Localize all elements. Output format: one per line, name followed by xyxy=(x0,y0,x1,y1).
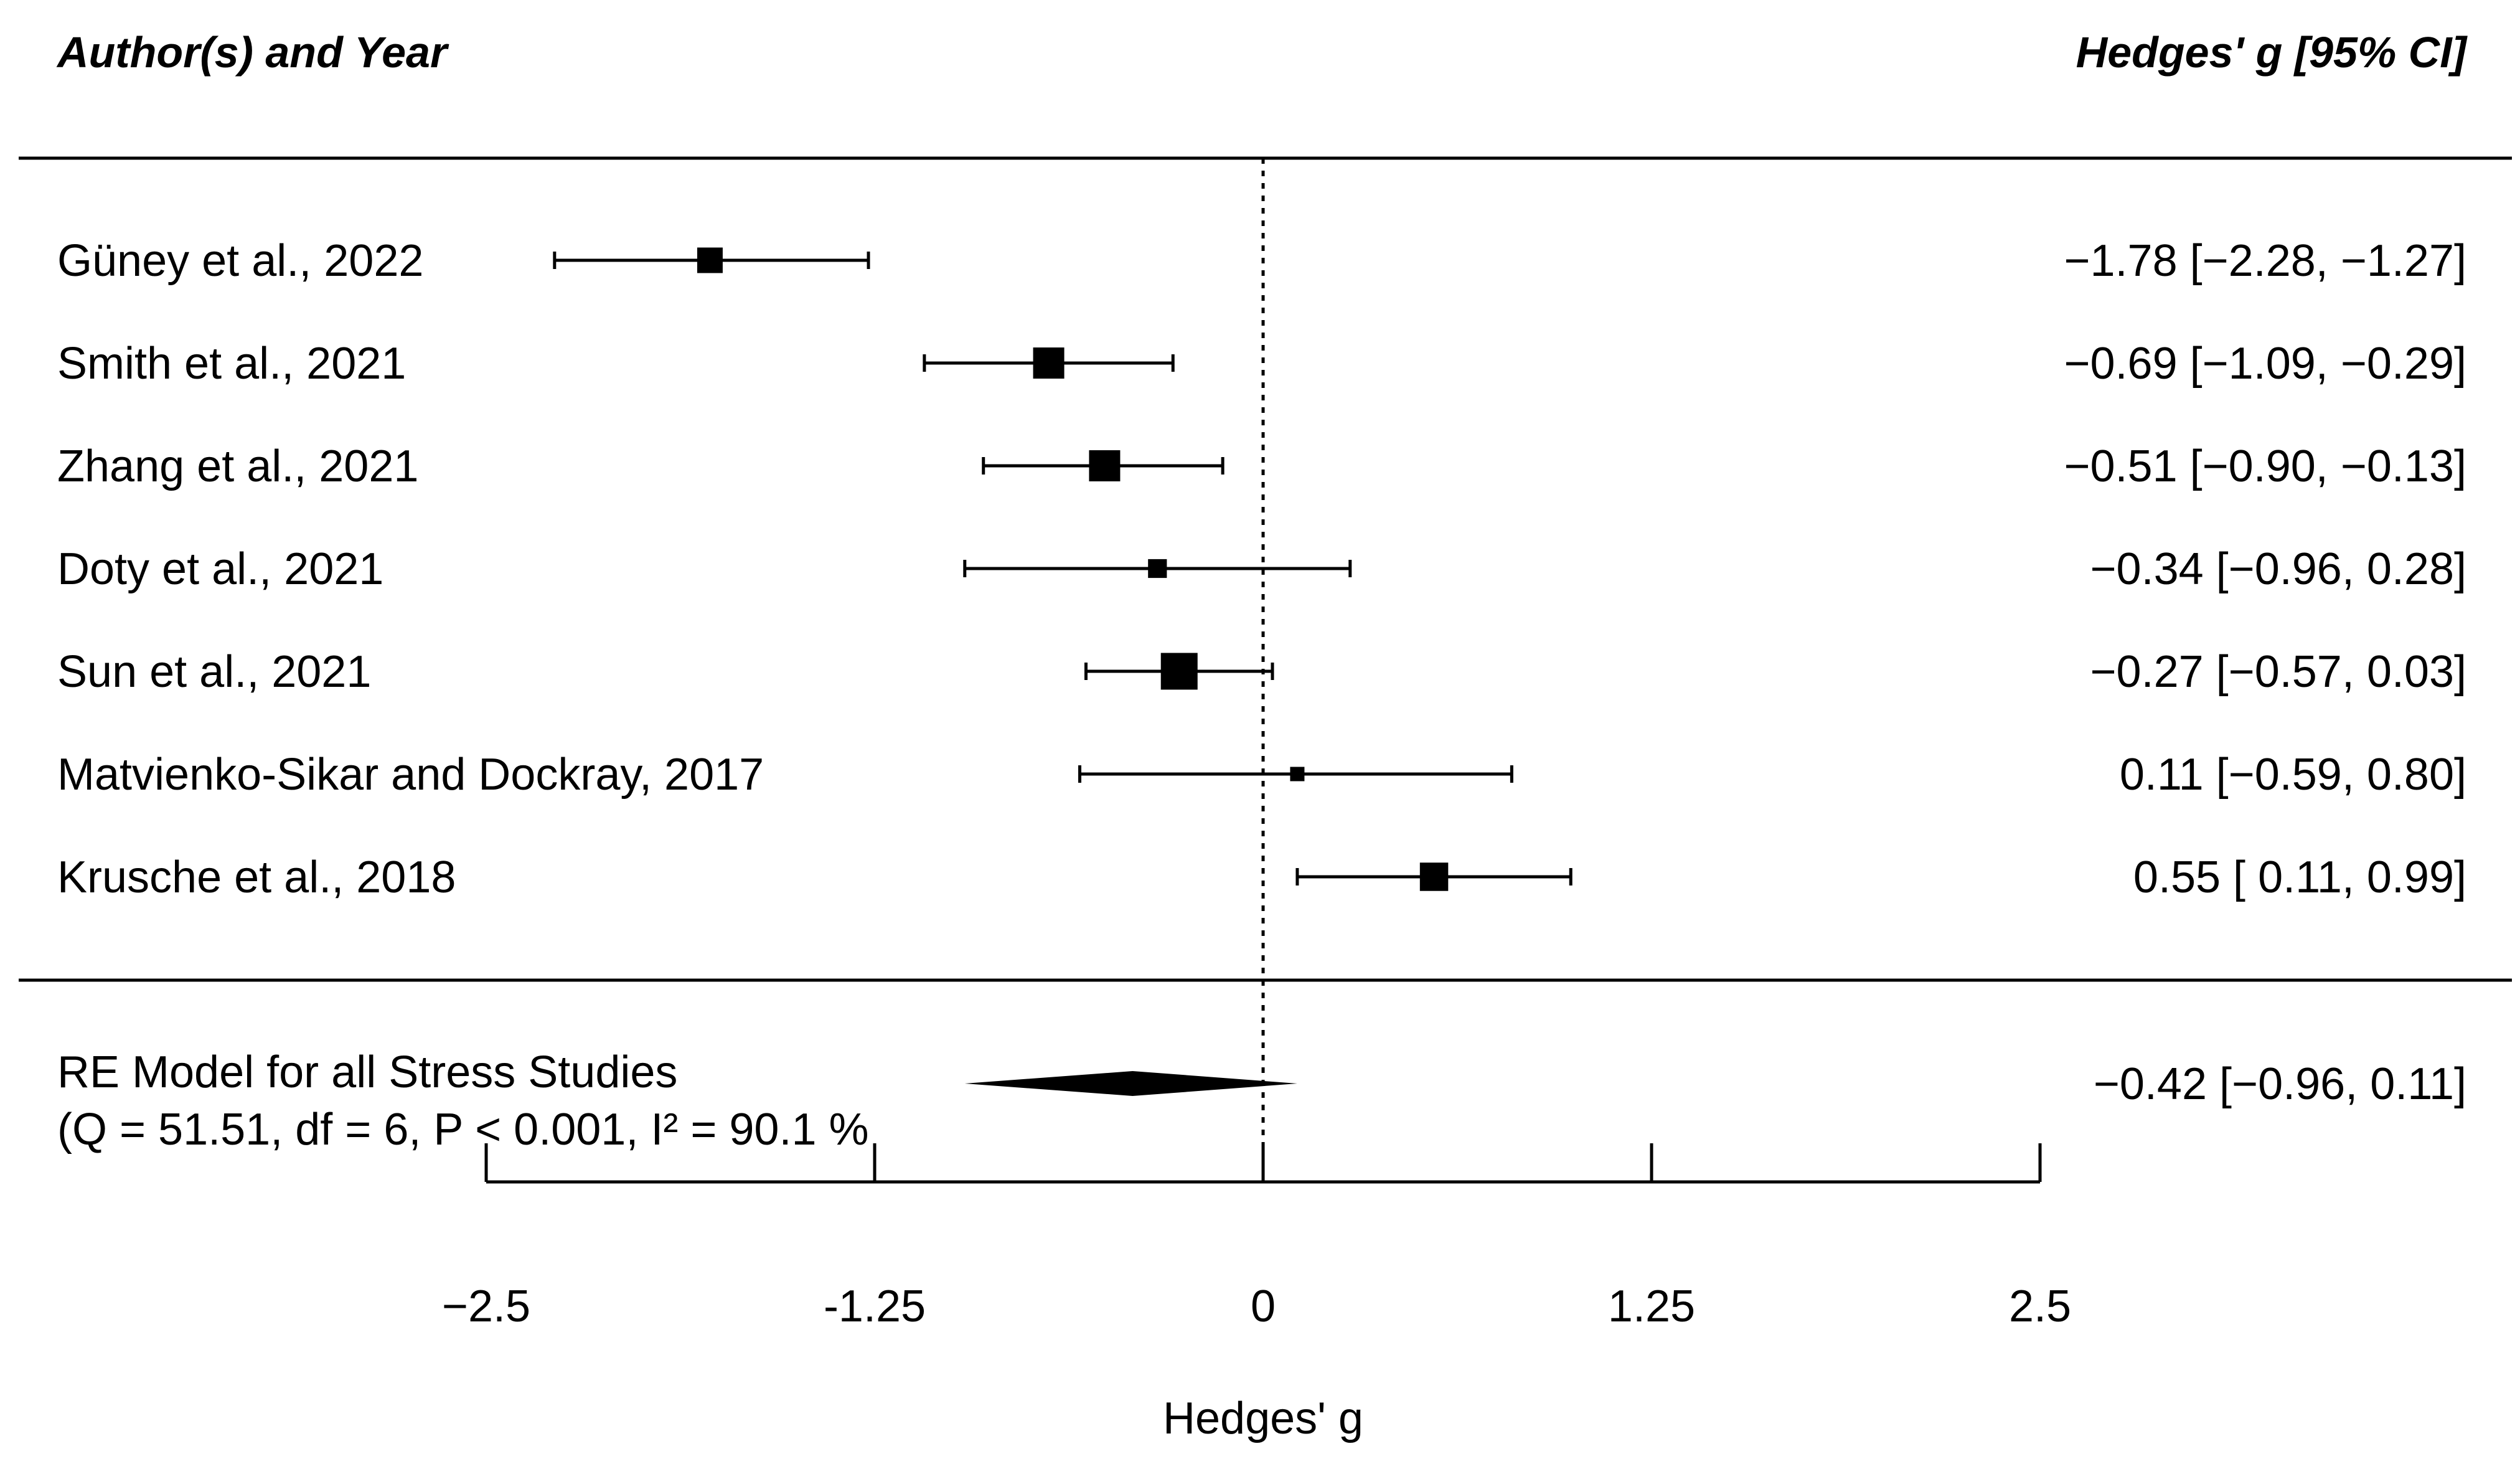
study-row: Güney et al., 2022 −1.78 [−2.28, −1.27] xyxy=(57,236,2466,286)
study-label: Krusche et al., 2018 xyxy=(57,852,456,902)
point-estimate-square xyxy=(1160,653,1198,690)
x-tick-label: 0 xyxy=(1251,1282,1276,1331)
summary-row: RE Model for all Stress Studies (Q = 51.… xyxy=(57,1047,2466,1155)
study-row: Matvienko-Sikar and Dockray, 2017 0.11 [−… xyxy=(57,750,2466,800)
summary-ci-text: −0.42 [−0.96, 0.11] xyxy=(2094,1059,2466,1109)
point-estimate-square xyxy=(1089,450,1121,481)
point-estimate-square xyxy=(1148,559,1167,579)
study-label: Güney et al., 2022 xyxy=(57,236,423,286)
study-label: Zhang et al., 2021 xyxy=(57,442,418,491)
study-label: Sun et al., 2021 xyxy=(57,647,371,697)
header-left-title: Author(s) and Year xyxy=(56,28,449,77)
point-estimate-square xyxy=(1419,862,1449,891)
x-tick-label: −2.5 xyxy=(442,1282,530,1331)
study-ci-text: −0.27 [−0.57, 0.03] xyxy=(2090,647,2466,697)
study-ci-text: −0.34 [−0.96, 0.28] xyxy=(2090,544,2466,594)
summary-diamond xyxy=(964,1071,1297,1096)
study-row: Krusche et al., 2018 0.55 [ 0.11, 0.99] xyxy=(57,852,2466,902)
study-rows: Güney et al., 2022 −1.78 [−2.28, −1.27] Sm… xyxy=(57,236,2466,902)
x-axis-label: Hedges' g xyxy=(1163,1394,1363,1443)
summary-stats: (Q = 51.51, df = 6, P < 0.001, I² = 90.1… xyxy=(57,1105,869,1155)
study-label: Smith et al., 2021 xyxy=(57,339,406,389)
point-estimate-square xyxy=(697,247,723,273)
study-ci-text: −0.51 [−0.90, −0.13] xyxy=(2064,442,2466,491)
study-ci-text: 0.11 [−0.59, 0.80] xyxy=(2120,750,2466,800)
x-tick-label: 1.25 xyxy=(1608,1282,1695,1331)
study-row: Doty et al., 2021 −0.34 [−0.96, 0.28] xyxy=(57,544,2466,594)
study-ci-text: −0.69 [−1.09, −0.29] xyxy=(2064,339,2466,389)
x-tick-label: -1.25 xyxy=(824,1282,926,1331)
point-estimate-square xyxy=(1033,347,1065,379)
header-right-title: Hedges' g [95% CI] xyxy=(2076,28,2468,77)
study-ci-text: −1.78 [−2.28, −1.27] xyxy=(2064,236,2466,286)
point-estimate-square xyxy=(1290,767,1305,782)
study-label: Doty et al., 2021 xyxy=(57,544,383,594)
summary-label: RE Model for all Stress Studies xyxy=(57,1047,677,1097)
study-label: Matvienko-Sikar and Dockray, 2017 xyxy=(57,750,764,800)
study-row: Sun et al., 2021 −0.27 [−0.57, 0.03] xyxy=(57,647,2466,697)
study-row: Smith et al., 2021 −0.69 [−1.09, −0.29] xyxy=(57,339,2466,389)
x-axis: −2.5 -1.25 0 1.25 2.5 xyxy=(442,1143,2071,1331)
x-tick-label: 2.5 xyxy=(2009,1282,2071,1331)
study-row: Zhang et al., 2021 −0.51 [−0.90, −0.13] xyxy=(57,442,2466,491)
study-ci-text: 0.55 [ 0.11, 0.99] xyxy=(2133,852,2466,902)
